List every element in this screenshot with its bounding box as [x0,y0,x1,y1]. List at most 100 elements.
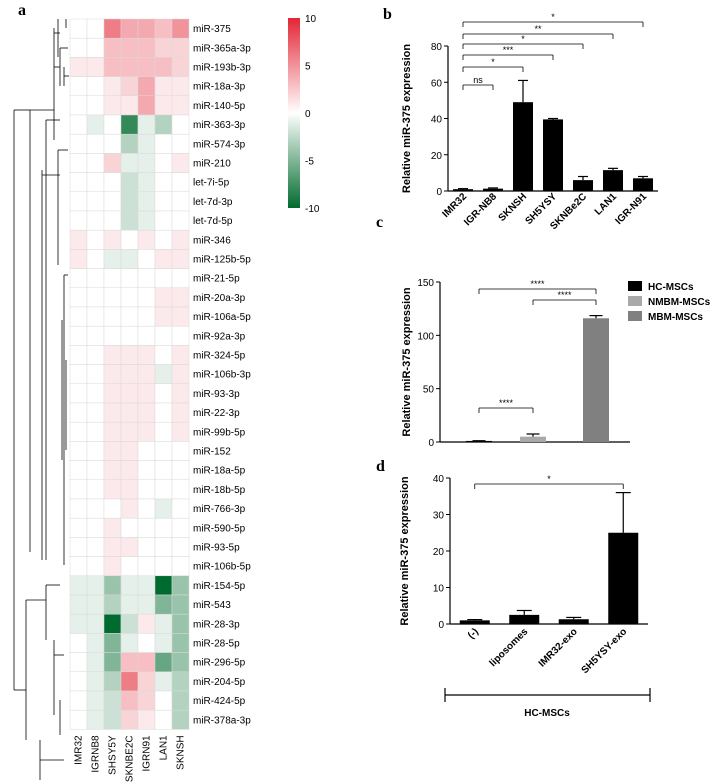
heatmap-row-label: miR-18b-5p [193,485,246,496]
heatmap-row-label: miR-378a-3p [193,715,251,726]
heatmap-cell [86,114,105,135]
heatmap-cell [69,114,88,135]
heatmap-cell [69,325,88,346]
heatmap-row-label: miR-210 [193,159,231,170]
heatmap-row-label: miR-125b-5p [193,255,251,266]
heatmap-cell [103,652,122,673]
heatmap-cell [171,249,190,269]
heatmap-cell [154,345,173,365]
heatmap-cell [171,229,190,250]
heatmap-cell [86,460,105,481]
significance-label: * [521,34,525,44]
heatmap-cell [103,594,122,615]
heatmap-cell [69,57,88,77]
heatmap-row-label: miR-28-5p [193,639,240,650]
heatmap-cell [86,172,105,193]
heatmap-cell [154,287,173,308]
heatmap-cell [171,652,190,673]
heatmap-cell [86,517,105,538]
heatmap-cell [171,441,190,461]
heatmap-cell [137,421,156,442]
x-tick-label: LAN1 [593,191,620,218]
heatmap-cell [103,229,122,250]
heatmap-cell [103,76,122,97]
heatmap-cell [154,402,173,423]
heatmap-cell [154,383,173,404]
panel-label-a: a [18,2,26,19]
heatmap-cell [86,95,105,116]
heatmap-cell [120,306,139,327]
heatmap-cell [120,37,139,58]
heatmap-row-label: miR-375 [193,24,231,35]
heatmap-cell [69,537,88,557]
y-tick-label: 0 [428,438,434,449]
heatmap-cell [171,345,190,365]
heatmap-cell [154,537,173,557]
heatmap-cell [103,671,122,692]
heatmap-row-label: let-7i-5p [193,178,230,189]
heatmap-cell [171,594,190,615]
heatmap-cell [69,172,88,193]
heatmap-cell [171,364,190,385]
heatmap-cell [171,556,190,577]
heatmap-row-label: miR-93-5p [193,543,240,554]
heatmap-cell [69,556,88,577]
heatmap-cell [171,498,190,519]
heatmap-cell [137,249,156,269]
x-tick-label: IGR-NB8 [462,191,499,228]
heatmap-cell [120,441,139,461]
heatmap-row-label: miR-543 [193,600,231,611]
bar [608,532,639,624]
bar [633,178,653,191]
significance-label: **** [530,279,545,289]
heatmap-cell [86,306,105,327]
heatmap-cell [137,18,156,39]
heatmap-cell [86,364,105,385]
y-tick-label: 40 [433,474,445,485]
heatmap-cell [120,671,139,692]
heatmap-cell [171,460,190,481]
heatmap-cell [171,114,190,135]
y-axis-label: Relative miR-375 expression [399,476,411,625]
heatmap-cell [154,133,173,154]
heatmap-cell [171,709,190,730]
colorbar-tick-label: 10 [305,14,317,25]
heatmap-cell [103,633,122,653]
heatmap-cell [69,575,88,596]
heatmap-cell [137,306,156,327]
heatmap-cell [137,210,156,231]
heatmap-cell [103,345,122,365]
heatmap-cell [69,153,88,173]
bar [453,189,473,191]
group-label: HC-MSCs [524,708,570,719]
heatmap-cell [103,441,122,461]
heatmap-cell [120,287,139,308]
y-tick-label: 150 [417,278,434,289]
heatmap-row-label: miR-21-5p [193,274,240,285]
heatmap-cell [137,633,156,653]
heatmap-cell [154,690,173,711]
bar [513,102,533,191]
heatmap-cell [154,709,173,730]
heatmap-cell [103,402,122,423]
heatmap-cell [120,229,139,250]
bar [603,170,623,191]
heatmap-cell [103,537,122,557]
heatmap-cell [137,517,156,538]
heatmap-cell [103,95,122,116]
heatmap-cell [154,460,173,481]
heatmap-column-label: SHSY5Y [108,735,119,775]
heatmap-cell [86,76,105,97]
legend-label: HC-MSCs [648,282,694,293]
heatmap-cell [69,402,88,423]
heatmap-cell [86,594,105,615]
heatmap-row-label: miR-590-5p [193,523,246,534]
heatmap-cell [69,191,88,212]
heatmap-cell [103,613,122,634]
colorbar-tick-label: 0 [305,109,311,120]
heatmap-cell [137,575,156,596]
legend-label: NMBM-MSCs [648,297,711,308]
heatmap-cell [86,18,105,39]
heatmap-cell [137,479,156,500]
heatmap-cell [137,709,156,730]
